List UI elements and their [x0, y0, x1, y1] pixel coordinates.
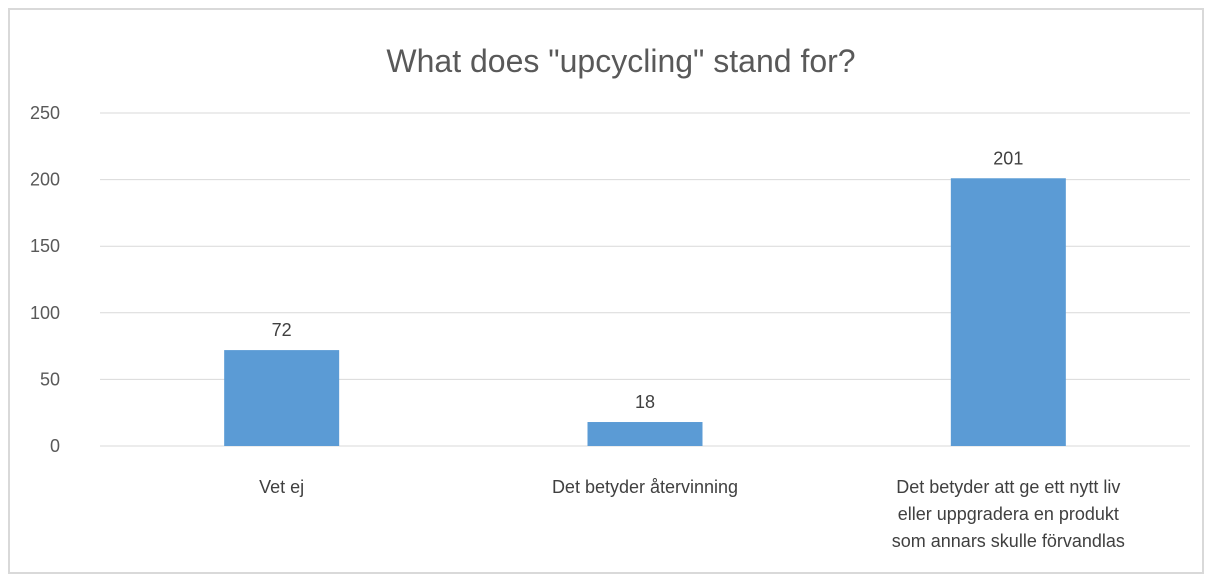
- chart-frame: What does "upcycling" stand for? 0 50 100 1…: [8, 8, 1204, 574]
- y-tick-label: 250: [30, 103, 60, 123]
- data-labels: 72 18 201: [272, 148, 1024, 412]
- category-labels: Vet ej Det betyder återvinning Det betyder…: [259, 477, 1125, 551]
- category-label: Vet ej: [259, 477, 304, 497]
- data-label: 201: [993, 148, 1023, 168]
- category-label: Det betyder återvinning: [552, 477, 738, 497]
- bar: [950, 178, 1066, 446]
- bar: [224, 350, 340, 446]
- y-tick-label: 0: [50, 436, 60, 456]
- y-tick-label: 50: [40, 369, 60, 389]
- data-label: 18: [635, 392, 655, 412]
- chart-svg: What does "upcycling" stand for? 0 50 100 1…: [30, 43, 1190, 551]
- y-tick-label: 200: [30, 170, 60, 190]
- y-axis-tick-labels: 0 50 100 150 200 250: [30, 103, 60, 456]
- bar: [587, 422, 703, 446]
- category-label: Det betyder att ge ett nytt liv eller upp…: [892, 477, 1125, 551]
- bars: [224, 178, 1066, 446]
- y-tick-label: 100: [30, 303, 60, 323]
- chart-title: What does "upcycling" stand for?: [386, 43, 855, 79]
- y-tick-label: 150: [30, 236, 60, 256]
- data-label: 72: [272, 320, 292, 340]
